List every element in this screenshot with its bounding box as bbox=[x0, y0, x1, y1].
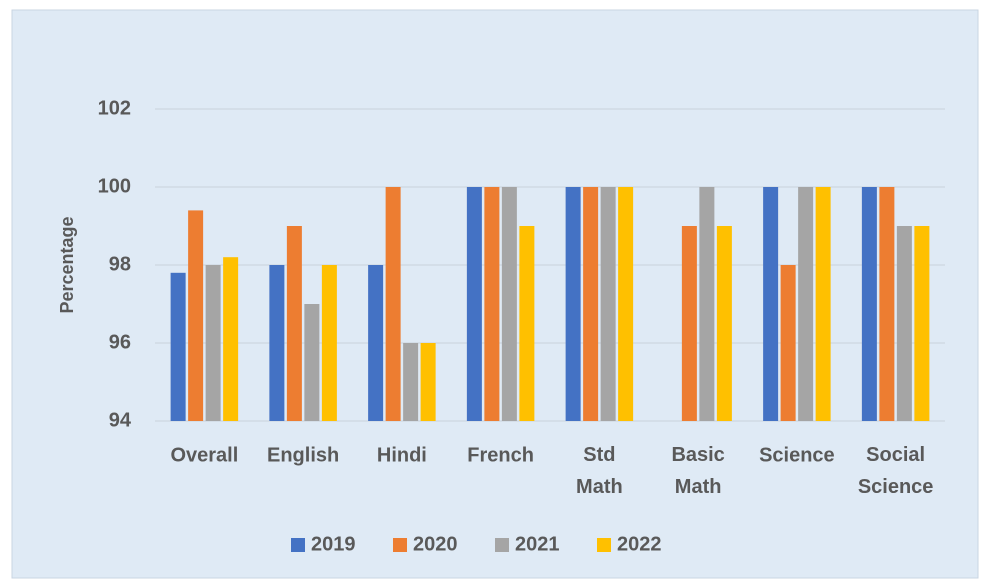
bar bbox=[286, 226, 302, 421]
bar bbox=[879, 187, 895, 421]
bar bbox=[798, 187, 814, 421]
y-tick-label: 102 bbox=[98, 97, 131, 119]
bar bbox=[763, 187, 779, 421]
bar bbox=[618, 187, 634, 421]
bar bbox=[815, 187, 831, 421]
bar bbox=[699, 187, 715, 421]
legend-swatch bbox=[597, 538, 611, 552]
bar bbox=[269, 265, 285, 421]
legend-swatch bbox=[495, 538, 509, 552]
legend-label: 2019 bbox=[311, 533, 356, 555]
x-tick-label: Std Math bbox=[576, 444, 623, 498]
bar bbox=[385, 187, 401, 421]
bar bbox=[223, 257, 239, 421]
bar bbox=[321, 265, 337, 421]
bar bbox=[780, 265, 796, 421]
x-tick-label: French bbox=[467, 444, 534, 466]
bar bbox=[304, 304, 320, 421]
bar bbox=[403, 343, 419, 421]
legend-label: 2022 bbox=[617, 533, 662, 555]
bar bbox=[861, 187, 877, 421]
bar bbox=[565, 187, 581, 421]
bar bbox=[501, 187, 517, 421]
bar bbox=[484, 187, 500, 421]
bar bbox=[600, 187, 616, 421]
bar bbox=[420, 343, 436, 421]
x-tick-label: Basic Math bbox=[671, 444, 724, 498]
bar bbox=[205, 265, 221, 421]
y-tick-label: 96 bbox=[109, 331, 131, 353]
x-tick-label: Social Science bbox=[858, 444, 934, 498]
bar bbox=[519, 226, 535, 421]
legend-swatch bbox=[393, 538, 407, 552]
bar bbox=[466, 187, 482, 421]
bar bbox=[170, 272, 186, 421]
y-tick-label: 98 bbox=[109, 253, 131, 275]
x-tick-label: English bbox=[267, 444, 339, 466]
bar bbox=[368, 265, 384, 421]
bar bbox=[188, 210, 204, 421]
legend-label: 2021 bbox=[515, 533, 560, 555]
bar bbox=[716, 226, 732, 421]
bar bbox=[914, 226, 930, 421]
legend-label: 2020 bbox=[413, 533, 458, 555]
bar bbox=[896, 226, 912, 421]
x-tick-label: Overall bbox=[170, 444, 238, 466]
bar bbox=[583, 187, 599, 421]
legend-swatch bbox=[291, 538, 305, 552]
x-tick-label: Science bbox=[759, 444, 835, 466]
y-axis-label: Percentage bbox=[57, 216, 77, 313]
bar bbox=[681, 226, 697, 421]
y-tick-label: 100 bbox=[98, 175, 131, 197]
x-tick-label: Hindi bbox=[377, 444, 427, 466]
y-tick-label: 94 bbox=[109, 409, 132, 431]
